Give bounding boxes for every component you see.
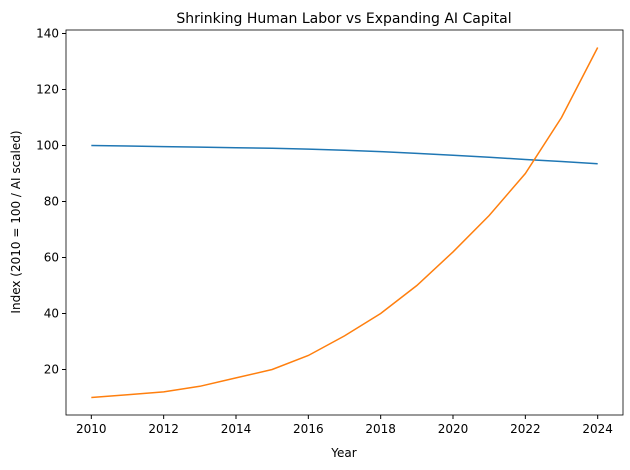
y-tick-label: 80 [44,195,59,209]
x-axis-label: Year [330,446,356,460]
x-tick-label: 2020 [438,422,469,436]
x-tick-label: 2024 [582,422,613,436]
y-tick-label: 40 [44,307,59,321]
y-tick-label: 60 [44,251,59,265]
y-tick-label: 140 [36,27,59,41]
x-tick-label: 2012 [148,422,179,436]
x-tick-label: 2018 [365,422,396,436]
x-tick-label: 2016 [293,422,324,436]
plot-frame [65,29,624,416]
x-tick-label: 2014 [221,422,252,436]
y-tick-label: 120 [36,83,59,97]
y-axis-label: Index (2010 = 100 / AI scaled) [9,130,23,313]
x-tick-label: 2010 [76,422,107,436]
y-tick-label: 100 [36,139,59,153]
chart-title: Shrinking Human Labor vs Expanding AI Ca… [176,11,511,27]
series-line [91,47,599,399]
x-tick-label: 2022 [510,422,541,436]
series-line [91,144,598,165]
y-tick-label: 20 [44,363,59,377]
